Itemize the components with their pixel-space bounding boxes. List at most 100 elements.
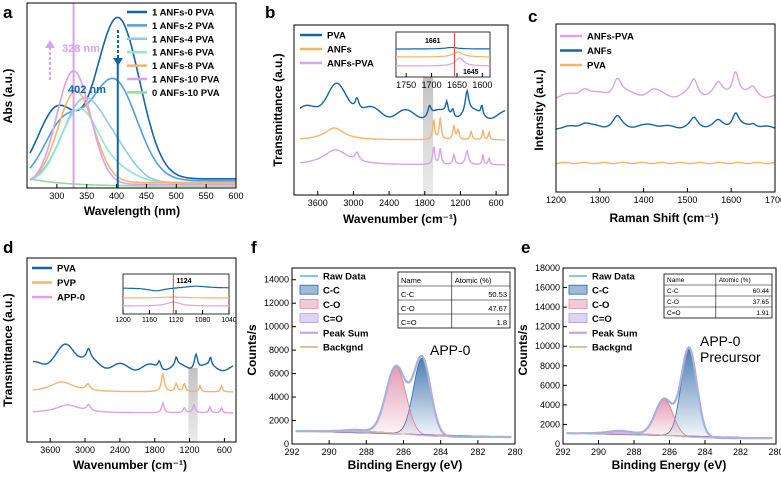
panel-f-xps: 292 290 288 286 284 282 280 0 2000 4000 6000 8000 10…: [245, 267, 523, 472]
panel-e-table-cell: 37.65: [753, 299, 770, 306]
panel-f-ytick-label: 10000: [264, 322, 289, 332]
panel-f-table-header: Atomic (%): [455, 276, 492, 285]
panel-f-ytick-label: 14000: [264, 275, 289, 285]
panel-a-uv-vis: 328 nm 402 nm 1 ANFs-0 PVA 1 ANFs-2 PVA 1 AN…: [1, 2, 244, 218]
panel-label-e: e: [521, 238, 530, 257]
panel-e-table-header: Atomic (%): [719, 277, 751, 284]
panel-b-legend-label: ANFs-PVA: [327, 59, 374, 70]
panel-b-inset-annotation: 1661: [425, 38, 441, 45]
panel-f-legend-label: C-O: [323, 300, 340, 311]
panel-a-axes-frame: [26, 2, 237, 189]
panel-e-ytick-label: 2000: [540, 419, 560, 429]
panel-b-legend-label: ANFs: [327, 45, 352, 56]
panel-c-series-line: [556, 112, 776, 130]
panel-b-legend-label: PVA: [327, 31, 346, 42]
panel-d-inset-xtick-label: 1160: [142, 317, 157, 324]
panel-b-series-line: [299, 117, 505, 141]
panel-d-inset-line: [123, 296, 229, 299]
panel-b-inset-annotation: 1645: [463, 69, 479, 76]
panel-e-ytick-label: 10000: [535, 341, 560, 351]
panel-a-xtick-label: 500: [169, 191, 184, 201]
panel-c-xaxis-label: Raman Shift (cm⁻¹): [609, 211, 718, 225]
panel-e-table-cell: C-C: [667, 288, 679, 295]
panel-d-xaxis-label: Wavenumber (cm⁻¹): [73, 458, 187, 472]
panel-a-legend-label: 1 ANFs-10 PVA: [152, 75, 220, 86]
panel-f-table-header: Name: [401, 276, 421, 285]
panel-f-xaxis-label: Binding Energy (eV): [348, 458, 463, 472]
panel-e-xtick-label: 288: [626, 447, 641, 457]
panel-f-legend-label: C-C: [323, 286, 340, 297]
panel-d-xtick-label: 600: [217, 445, 232, 455]
panel-c-axes-frame: [555, 23, 776, 193]
panel-f-table-cell: C-C: [401, 290, 415, 299]
panel-d-inset-xtick-label: 1080: [195, 317, 211, 324]
panel-a-xtick-label: 450: [139, 191, 154, 201]
panel-c-xtick-label: 1700: [765, 195, 781, 205]
panel-f-legend-label: Backgnd: [323, 343, 363, 354]
panel-e-xtick-label: 286: [662, 447, 677, 457]
panel-b-xtick-label: 600: [489, 198, 504, 208]
panel-e-legend-swatch: [568, 298, 588, 309]
panel-a-legend-label: 1 ANFs-0 PVA: [152, 8, 214, 19]
panel-e-sample-label: APP-0: [700, 333, 741, 349]
panel-c-xtick-label: 1200: [546, 195, 566, 205]
panel-e-yaxis-label: Counts/s: [516, 324, 530, 376]
panel-a-annotation-328: 328 nm: [62, 43, 100, 55]
panel-b-inset-xtick-label: 1750: [396, 80, 416, 90]
panel-b-xtick-label: 3600: [308, 198, 328, 208]
panel-d-ftir: PVA PVP APP-0 1124 1200 1160 1120 1080 1040 3600 3…: [1, 257, 237, 472]
panel-a-legend-label: 0 ANFs-10 PVA: [152, 88, 220, 99]
panel-c-xtick-label: 1500: [677, 195, 697, 205]
panel-c-series-line: [555, 71, 776, 99]
panel-e-xtick-label: 284: [697, 447, 712, 457]
panel-d-xtick-label: 3600: [40, 445, 60, 455]
panel-f-xtick-label: 282: [470, 447, 485, 457]
panel-b-yaxis-label: Transmittance (a.u.): [271, 53, 285, 166]
panel-b-inset-line: [396, 51, 490, 58]
panel-e-legend-label: C-O: [592, 300, 609, 311]
panel-e-legend-swatch: [568, 313, 588, 324]
panel-f-legend-label: Raw Data: [323, 272, 366, 283]
panel-f-legend-swatch: [299, 313, 319, 324]
panel-b-xaxis-label: Wavenumber (cm⁻¹): [343, 212, 457, 226]
panel-e-table-cell: C-O: [667, 299, 679, 306]
panel-e-legend-label: Peak Sum: [592, 328, 637, 339]
panel-d-series-line: [32, 371, 234, 393]
panel-f-legend-label: C=O: [323, 314, 343, 325]
panel-a-legend-label: 1 ANFs-6 PVA: [152, 48, 214, 59]
panel-a-arrow-up-head: [45, 40, 55, 48]
panel-a-xtick-label: 400: [109, 191, 124, 201]
panel-e-legend-label: C=O: [592, 314, 612, 325]
panel-b-axes-frame: [293, 24, 509, 196]
panel-c-legend-label: PVA: [587, 61, 606, 72]
panel-a-xtick-label: 350: [79, 191, 94, 201]
panel-f-ytick-label: 6000: [269, 369, 289, 379]
panel-f-ytick-label: 4000: [269, 392, 289, 402]
panel-d-inset-xtick-label: 1200: [115, 317, 131, 324]
panel-f-xtick-label: 284: [433, 447, 448, 457]
panel-b-inset-xtick-label: 1700: [422, 80, 442, 90]
panel-b-inset-line: [396, 57, 490, 67]
panel-c-raman: ANFs-PVA ANFs PVA 1200 1300 1400 1500 1600 1700 R…: [532, 23, 781, 225]
panel-e-table-cell: C=O: [667, 310, 681, 317]
panel-f-legend-swatch: [299, 298, 319, 309]
panel-d-legend-label: PVA: [57, 264, 76, 275]
panel-f-table-cell: C-O: [401, 304, 415, 313]
panel-d-inset-frame: [122, 273, 230, 315]
panel-e-legend-label: Backgnd: [592, 343, 632, 354]
panel-c-legend-label: ANFs-PVA: [587, 32, 634, 43]
panel-d-inset-xtick-label: 1040: [221, 317, 237, 324]
panel-label-a: a: [3, 3, 13, 22]
panel-c-legend-label: ANFs: [587, 46, 612, 57]
panel-c-xtick-label: 1300: [590, 195, 610, 205]
panel-f-table-cell: C=O: [401, 318, 417, 327]
panel-e-raw-data-line: [566, 347, 773, 440]
panel-e-xtick-label: 290: [591, 447, 606, 457]
panel-a-xtick-label: 600: [228, 191, 243, 201]
panel-d-yaxis-label: Transmittance (a.u.): [1, 293, 15, 406]
panel-b-inset-line: [396, 46, 490, 50]
panel-label-b: b: [265, 3, 275, 22]
panel-f-yaxis-label: Counts/s: [245, 324, 259, 376]
panel-c-yaxis-label: Intensity (a.u.): [532, 69, 546, 150]
